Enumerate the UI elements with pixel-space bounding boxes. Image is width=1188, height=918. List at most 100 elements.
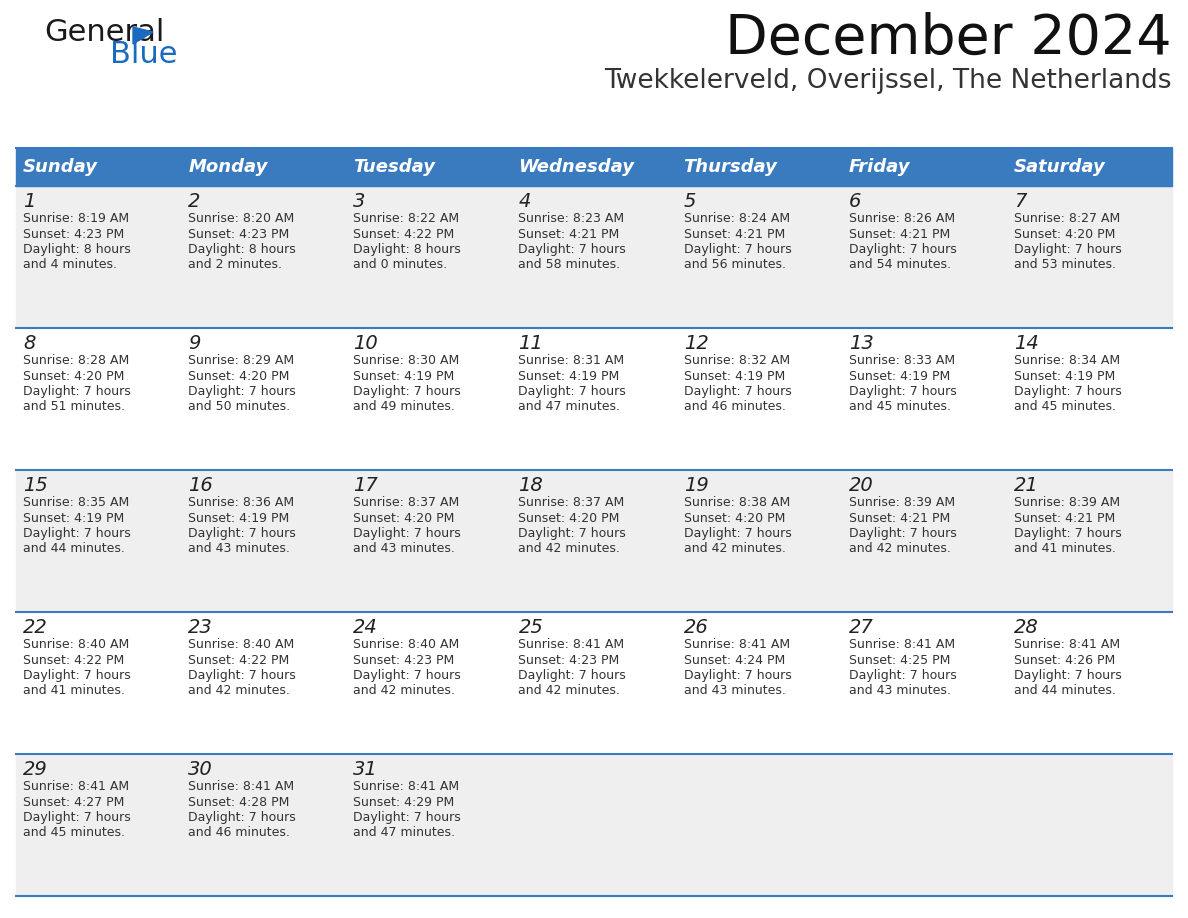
Text: Sunset: 4:21 PM: Sunset: 4:21 PM — [518, 228, 620, 241]
Text: Sunrise: 8:39 AM: Sunrise: 8:39 AM — [848, 496, 955, 509]
Text: Daylight: 8 hours: Daylight: 8 hours — [23, 243, 131, 256]
Text: and 43 minutes.: and 43 minutes. — [353, 543, 455, 555]
Text: Sunrise: 8:41 AM: Sunrise: 8:41 AM — [518, 638, 625, 651]
Text: 7: 7 — [1013, 192, 1026, 211]
Text: Sunset: 4:24 PM: Sunset: 4:24 PM — [683, 654, 785, 666]
Text: Sunrise: 8:34 AM: Sunrise: 8:34 AM — [1013, 354, 1120, 367]
Text: Sunrise: 8:20 AM: Sunrise: 8:20 AM — [188, 212, 295, 225]
Text: Daylight: 7 hours: Daylight: 7 hours — [518, 669, 626, 682]
Text: and 51 minutes.: and 51 minutes. — [23, 400, 125, 413]
Text: Sunrise: 8:29 AM: Sunrise: 8:29 AM — [188, 354, 295, 367]
Text: Daylight: 7 hours: Daylight: 7 hours — [353, 669, 461, 682]
Text: Daylight: 8 hours: Daylight: 8 hours — [188, 243, 296, 256]
Text: and 46 minutes.: and 46 minutes. — [683, 400, 785, 413]
Text: and 41 minutes.: and 41 minutes. — [23, 685, 125, 698]
Text: Daylight: 7 hours: Daylight: 7 hours — [188, 669, 296, 682]
Text: Daylight: 7 hours: Daylight: 7 hours — [683, 669, 791, 682]
Text: Sunset: 4:21 PM: Sunset: 4:21 PM — [848, 228, 950, 241]
Text: Daylight: 7 hours: Daylight: 7 hours — [848, 385, 956, 398]
Text: and 45 minutes.: and 45 minutes. — [23, 826, 125, 839]
Text: Sunrise: 8:38 AM: Sunrise: 8:38 AM — [683, 496, 790, 509]
Text: Daylight: 7 hours: Daylight: 7 hours — [1013, 385, 1121, 398]
Text: and 43 minutes.: and 43 minutes. — [683, 685, 785, 698]
Text: Sunset: 4:19 PM: Sunset: 4:19 PM — [518, 370, 620, 383]
Text: 27: 27 — [848, 618, 873, 637]
Text: Sunrise: 8:41 AM: Sunrise: 8:41 AM — [683, 638, 790, 651]
Text: Daylight: 7 hours: Daylight: 7 hours — [1013, 669, 1121, 682]
Text: Daylight: 7 hours: Daylight: 7 hours — [1013, 527, 1121, 540]
Text: Sunset: 4:28 PM: Sunset: 4:28 PM — [188, 796, 290, 809]
Text: Daylight: 7 hours: Daylight: 7 hours — [23, 669, 131, 682]
Text: Sunrise: 8:39 AM: Sunrise: 8:39 AM — [1013, 496, 1120, 509]
Text: Sunset: 4:20 PM: Sunset: 4:20 PM — [683, 511, 785, 524]
Text: Sunset: 4:23 PM: Sunset: 4:23 PM — [353, 654, 455, 666]
Text: 9: 9 — [188, 334, 201, 353]
Text: Sunday: Sunday — [23, 158, 97, 176]
Text: Sunrise: 8:23 AM: Sunrise: 8:23 AM — [518, 212, 625, 225]
Text: Sunrise: 8:33 AM: Sunrise: 8:33 AM — [848, 354, 955, 367]
Bar — [15, 148, 1173, 186]
Text: Sunset: 4:19 PM: Sunset: 4:19 PM — [188, 511, 290, 524]
Text: Sunset: 4:21 PM: Sunset: 4:21 PM — [848, 511, 950, 524]
Text: 8: 8 — [23, 334, 36, 353]
Text: and 47 minutes.: and 47 minutes. — [518, 400, 620, 413]
Text: 14: 14 — [1013, 334, 1038, 353]
Bar — [15, 612, 1173, 754]
Text: Sunset: 4:19 PM: Sunset: 4:19 PM — [1013, 370, 1116, 383]
Text: 18: 18 — [518, 476, 543, 495]
Text: 20: 20 — [848, 476, 873, 495]
Text: Sunset: 4:21 PM: Sunset: 4:21 PM — [683, 228, 785, 241]
Text: General: General — [44, 18, 164, 47]
Text: and 42 minutes.: and 42 minutes. — [848, 543, 950, 555]
Text: 30: 30 — [188, 760, 213, 779]
Text: Daylight: 7 hours: Daylight: 7 hours — [1013, 243, 1121, 256]
Text: Sunrise: 8:19 AM: Sunrise: 8:19 AM — [23, 212, 129, 225]
Text: Sunrise: 8:22 AM: Sunrise: 8:22 AM — [353, 212, 460, 225]
Text: Sunset: 4:22 PM: Sunset: 4:22 PM — [353, 228, 455, 241]
Text: Twekkelerveld, Overijssel, The Netherlands: Twekkelerveld, Overijssel, The Netherlan… — [605, 68, 1173, 94]
Text: and 46 minutes.: and 46 minutes. — [188, 826, 290, 839]
Bar — [15, 328, 1173, 470]
Text: 1: 1 — [23, 192, 36, 211]
Text: Daylight: 7 hours: Daylight: 7 hours — [188, 527, 296, 540]
Text: 26: 26 — [683, 618, 708, 637]
Text: and 42 minutes.: and 42 minutes. — [353, 685, 455, 698]
Text: Sunrise: 8:36 AM: Sunrise: 8:36 AM — [188, 496, 295, 509]
Text: 17: 17 — [353, 476, 378, 495]
Text: Sunset: 4:19 PM: Sunset: 4:19 PM — [23, 511, 125, 524]
Text: 21: 21 — [1013, 476, 1038, 495]
Text: Sunrise: 8:40 AM: Sunrise: 8:40 AM — [188, 638, 295, 651]
Text: 28: 28 — [1013, 618, 1038, 637]
Text: Blue: Blue — [110, 40, 177, 69]
Text: 15: 15 — [23, 476, 48, 495]
Text: and 44 minutes.: and 44 minutes. — [1013, 685, 1116, 698]
Bar — [15, 186, 1173, 328]
Text: Daylight: 7 hours: Daylight: 7 hours — [848, 527, 956, 540]
Text: Sunset: 4:19 PM: Sunset: 4:19 PM — [353, 370, 455, 383]
Text: Daylight: 7 hours: Daylight: 7 hours — [23, 811, 131, 824]
Text: Sunrise: 8:40 AM: Sunrise: 8:40 AM — [353, 638, 460, 651]
Text: Sunset: 4:20 PM: Sunset: 4:20 PM — [188, 370, 290, 383]
Text: and 45 minutes.: and 45 minutes. — [1013, 400, 1116, 413]
Text: Thursday: Thursday — [683, 158, 777, 176]
Text: Daylight: 7 hours: Daylight: 7 hours — [353, 527, 461, 540]
Text: and 42 minutes.: and 42 minutes. — [518, 543, 620, 555]
Text: and 41 minutes.: and 41 minutes. — [1013, 543, 1116, 555]
Text: and 53 minutes.: and 53 minutes. — [1013, 259, 1116, 272]
Text: Daylight: 7 hours: Daylight: 7 hours — [518, 527, 626, 540]
Text: Sunrise: 8:31 AM: Sunrise: 8:31 AM — [518, 354, 625, 367]
Text: Sunrise: 8:27 AM: Sunrise: 8:27 AM — [1013, 212, 1120, 225]
Text: Daylight: 8 hours: Daylight: 8 hours — [353, 243, 461, 256]
Text: Sunset: 4:26 PM: Sunset: 4:26 PM — [1013, 654, 1116, 666]
Text: and 45 minutes.: and 45 minutes. — [848, 400, 950, 413]
Text: and 47 minutes.: and 47 minutes. — [353, 826, 455, 839]
Text: Daylight: 7 hours: Daylight: 7 hours — [848, 243, 956, 256]
Text: Sunrise: 8:35 AM: Sunrise: 8:35 AM — [23, 496, 129, 509]
Text: Sunrise: 8:41 AM: Sunrise: 8:41 AM — [353, 780, 460, 793]
Text: Sunset: 4:29 PM: Sunset: 4:29 PM — [353, 796, 455, 809]
Text: Daylight: 7 hours: Daylight: 7 hours — [23, 385, 131, 398]
Text: Monday: Monday — [188, 158, 267, 176]
Text: 12: 12 — [683, 334, 708, 353]
Text: 3: 3 — [353, 192, 366, 211]
Text: 22: 22 — [23, 618, 48, 637]
